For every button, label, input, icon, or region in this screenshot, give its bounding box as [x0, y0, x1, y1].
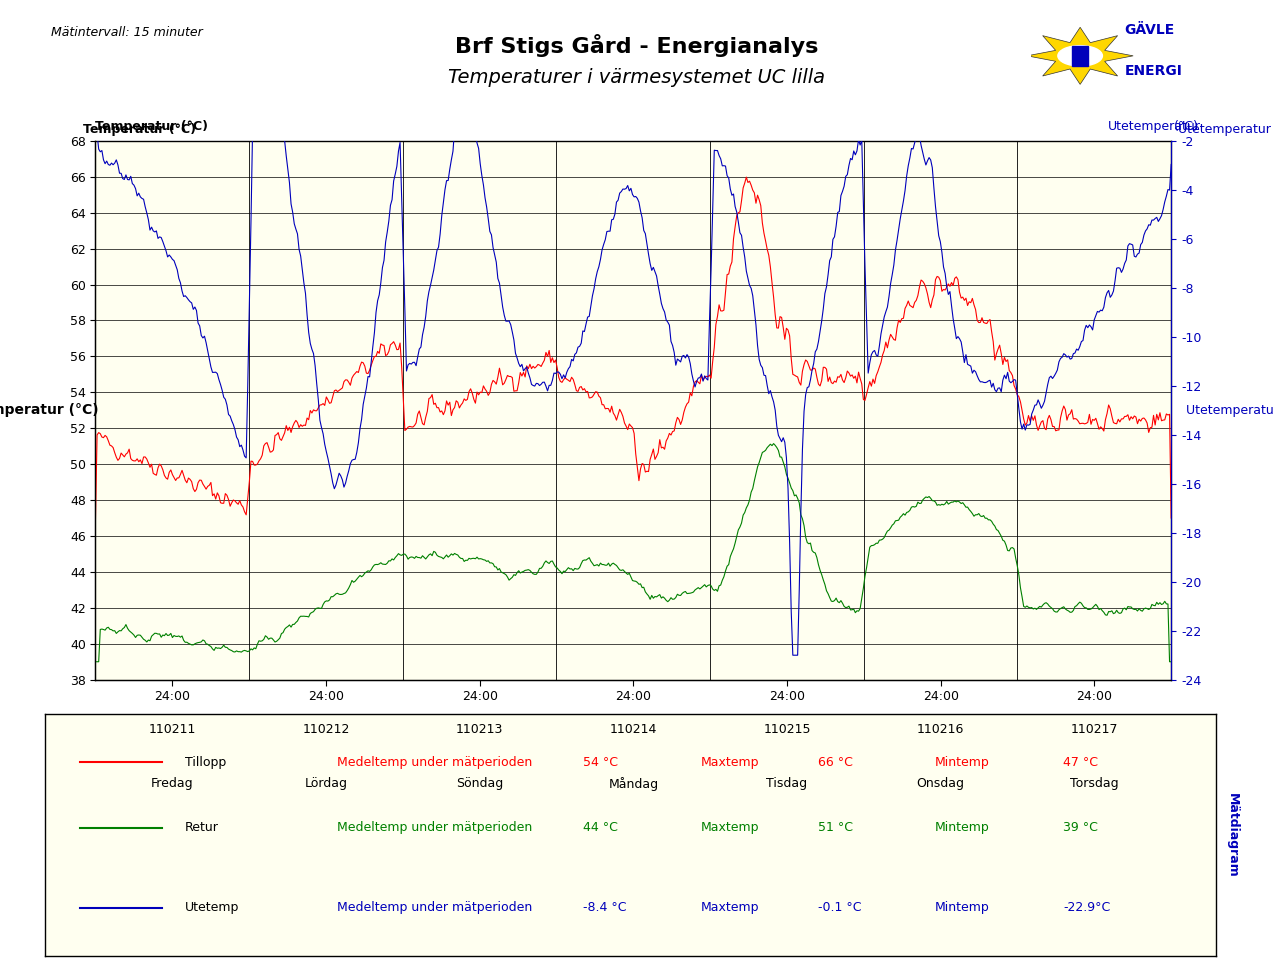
Text: Medeltemp under mätperioden: Medeltemp under mätperioden — [337, 901, 532, 915]
Text: 110212: 110212 — [302, 723, 350, 736]
Text: Utetemperatur (°C): Utetemperatur (°C) — [1185, 404, 1273, 417]
Text: GÄVLE: GÄVLE — [1125, 23, 1175, 37]
Text: 54 °C: 54 °C — [583, 755, 619, 769]
Text: Maxtemp: Maxtemp — [700, 821, 759, 834]
Text: 110213: 110213 — [456, 723, 503, 736]
Text: Torsdag: Torsdag — [1071, 777, 1119, 789]
Text: 110214: 110214 — [610, 723, 657, 736]
Text: Mätdiagram: Mätdiagram — [1226, 792, 1239, 878]
Text: 51 °C: 51 °C — [817, 821, 853, 834]
Text: Temperaturer i värmesystemet UC lilla: Temperaturer i värmesystemet UC lilla — [448, 68, 825, 87]
Text: Temperatur (°C): Temperatur (°C) — [95, 120, 209, 133]
Text: ENERGI: ENERGI — [1125, 64, 1183, 78]
Text: 66 °C: 66 °C — [817, 755, 853, 769]
Text: 110215: 110215 — [764, 723, 811, 736]
Text: Medeltemp under mätperioden: Medeltemp under mätperioden — [337, 755, 532, 769]
Text: Utetemperatur: Utetemperatur — [1108, 120, 1200, 133]
Text: 110217: 110217 — [1071, 723, 1118, 736]
Text: 110211: 110211 — [149, 723, 196, 736]
Polygon shape — [1027, 27, 1133, 84]
Text: -0.1 °C: -0.1 °C — [817, 901, 861, 915]
Text: Söndag: Söndag — [456, 777, 503, 789]
Text: Mintemp: Mintemp — [934, 755, 989, 769]
Text: Maxtemp: Maxtemp — [700, 901, 759, 915]
Text: Medeltemp under mätperioden: Medeltemp under mätperioden — [337, 821, 532, 834]
Text: Tillopp: Tillopp — [185, 755, 227, 769]
Text: Temperatur (°C): Temperatur (°C) — [83, 123, 196, 136]
Text: Brf Stigs Gård - Energianalys: Brf Stigs Gård - Energianalys — [454, 34, 819, 57]
Text: Måndag: Måndag — [608, 777, 658, 790]
Text: Lördag: Lördag — [304, 777, 348, 789]
Text: Utetemp: Utetemp — [185, 901, 239, 915]
Text: 47 °C: 47 °C — [1063, 755, 1099, 769]
Text: Mintemp: Mintemp — [934, 821, 989, 834]
Text: Utetemperatur (°C) (°C): Utetemperatur (°C) (°C) — [1178, 123, 1273, 136]
Text: 39 °C: 39 °C — [1063, 821, 1099, 834]
Text: 44 °C: 44 °C — [583, 821, 619, 834]
Text: Tisdag: Tisdag — [766, 777, 807, 789]
Text: Onsdag: Onsdag — [917, 777, 965, 789]
Bar — [1072, 46, 1088, 66]
Text: Retur: Retur — [185, 821, 219, 834]
Text: -22.9°C: -22.9°C — [1063, 901, 1111, 915]
Text: (°C): (°C) — [1174, 120, 1199, 133]
Circle shape — [1058, 46, 1102, 66]
Text: 110216: 110216 — [917, 723, 965, 736]
Text: Mätintervall: 15 minuter: Mätintervall: 15 minuter — [51, 26, 202, 39]
Text: Temperatur (°C): Temperatur (°C) — [0, 403, 99, 418]
Text: Mintemp: Mintemp — [934, 901, 989, 915]
Text: Fredag: Fredag — [151, 777, 193, 789]
Text: Maxtemp: Maxtemp — [700, 755, 759, 769]
Text: -8.4 °C: -8.4 °C — [583, 901, 626, 915]
